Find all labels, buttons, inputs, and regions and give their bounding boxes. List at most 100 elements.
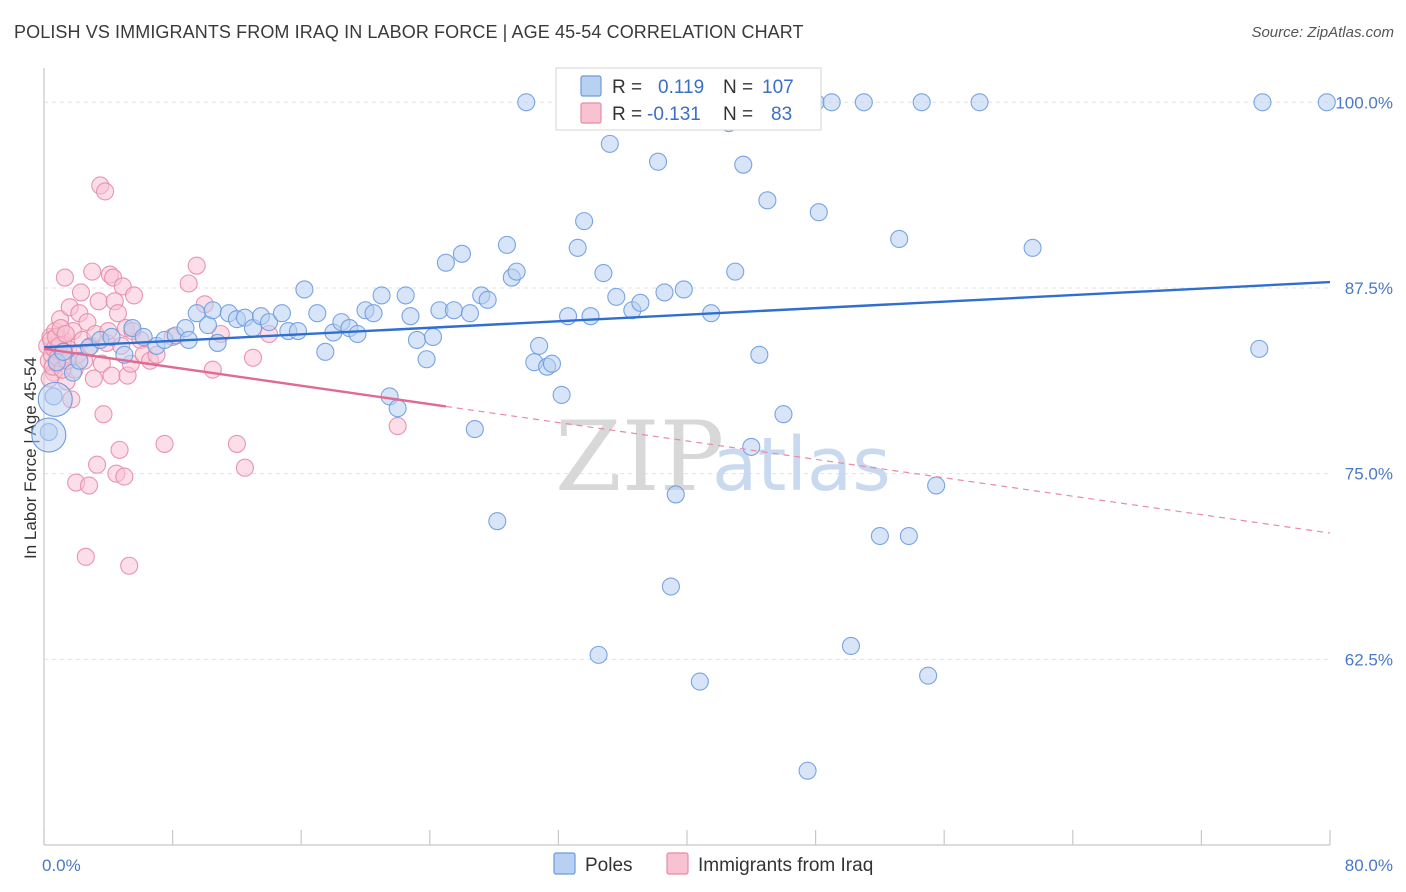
legend-swatch-poles	[580, 75, 602, 97]
poles-point-81	[690, 672, 709, 691]
y-axis-tick-labels: 100.0% 87.5% 75.0% 62.5%	[1335, 93, 1393, 669]
iraq-point-51	[120, 556, 139, 575]
poles-point-69	[600, 134, 619, 153]
bottom-legend-label-poles: Poles	[585, 855, 633, 876]
iraq-point-44	[108, 304, 127, 323]
poles-point-99	[890, 229, 909, 248]
bottom-legend-swatch-poles	[553, 852, 576, 875]
poles-point-70	[607, 287, 626, 306]
iraq-point-26	[79, 476, 99, 495]
poles-point-88	[750, 345, 769, 364]
poles-point-79	[674, 280, 693, 299]
poles-point-56	[507, 262, 526, 281]
poles-point-34	[348, 324, 367, 344]
poles-point-86	[734, 155, 753, 174]
poles-point-49	[460, 304, 480, 323]
bottom-legend-label-iraq: Immigrants from Iraq	[698, 855, 873, 876]
poles-point-101	[912, 93, 931, 112]
x-tick-label-1: 80.0%	[1345, 856, 1393, 875]
poles-point-97	[854, 93, 873, 112]
iraq-point-67	[235, 458, 254, 477]
iraq-point-62	[187, 256, 206, 275]
watermark-zip: ZIP	[555, 401, 724, 513]
poles-point-68	[594, 264, 613, 283]
iraq-point-48	[115, 467, 134, 486]
poles-point-28	[295, 280, 314, 299]
poles-point-37	[372, 286, 391, 305]
poles-point-105	[1023, 238, 1042, 257]
poles-point-87	[742, 437, 761, 456]
legend-r-value-poles: 0.119	[658, 77, 704, 98]
poles-point-95	[822, 93, 841, 112]
x-tick-label-0: 0.0%	[42, 856, 81, 875]
poles-point-47	[444, 301, 463, 320]
poles-point-48	[452, 244, 472, 263]
legend-n-label-iraq: N =	[723, 104, 753, 125]
poles-point-61	[542, 354, 562, 373]
iraq-point-31	[87, 455, 107, 474]
watermark: ZIP atlas	[555, 401, 891, 513]
y-tick-label-2: 75.0%	[1345, 465, 1393, 484]
chart-source: Source: ZipAtlas.com	[1251, 24, 1394, 41]
poles-point-40	[396, 286, 415, 305]
iraq-point-64	[203, 360, 222, 379]
poles-point-90	[774, 405, 793, 424]
poles-point-41	[401, 307, 420, 326]
poles-point-65	[575, 212, 594, 231]
poles-point-3	[70, 351, 89, 370]
poles-trend-line	[43, 280, 1331, 349]
iraq-point-29	[84, 369, 103, 388]
poles-point-30	[316, 342, 335, 361]
poles-point-98	[870, 526, 889, 546]
legend-r-value-iraq: -0.131	[647, 104, 701, 125]
poles-point-73	[631, 293, 650, 312]
iraq-point-40	[102, 366, 121, 385]
poles-point-54	[497, 235, 517, 254]
iraq-point-21	[71, 283, 91, 302]
poles-point-77	[661, 577, 680, 596]
poles-point-36	[364, 304, 383, 323]
poles-point-6	[102, 327, 121, 347]
iraq-point-70	[388, 417, 407, 436]
iraq-point-54	[124, 286, 144, 305]
poles-point-100	[899, 526, 918, 546]
x-axis-ticks	[43, 830, 1331, 845]
poles-point-85	[726, 262, 745, 281]
poles-point-94	[809, 203, 828, 222]
y-axis-label: In Labor Force | Age 45-54	[21, 357, 40, 559]
iraq-point-24	[76, 547, 95, 566]
poles-point-107	[1250, 339, 1269, 358]
iraq-trend-line-solid	[43, 347, 447, 408]
poles-point-27	[288, 321, 308, 341]
poles-point-76	[655, 283, 674, 302]
iraq-point-45	[110, 440, 129, 459]
iraq-point-61	[179, 274, 198, 293]
iraq-point-32	[89, 292, 108, 311]
poles-large-point-1	[31, 417, 67, 453]
iraq-point-81	[56, 324, 75, 344]
watermark-atlas: atlas	[712, 422, 891, 508]
poles-point-108	[1317, 93, 1336, 112]
poles-point-24	[259, 313, 279, 332]
poles-point-103	[927, 476, 946, 495]
legend-n-label-poles: N =	[723, 77, 753, 98]
poles-point-44	[423, 327, 443, 347]
chart-title: POLISH VS IMMIGRANTS FROM IRAQ IN LABOR …	[14, 22, 804, 42]
bottom-legend-swatch-iraq	[666, 852, 689, 875]
poles-point-43	[417, 350, 436, 369]
poles-point-42	[407, 330, 426, 350]
grid-lines	[44, 101, 1330, 660]
iraq-point-34	[92, 354, 111, 373]
poles-point-17	[203, 301, 222, 320]
poles-point-50	[465, 420, 484, 439]
poles-point-96	[841, 636, 861, 656]
legend-n-value-poles: 107	[762, 77, 794, 98]
iraq-trend-line-dashed	[445, 405, 1331, 534]
legend-n-value-iraq: 83	[771, 104, 792, 125]
y-tick-label-0: 100.0%	[1335, 93, 1393, 112]
poles-point-62	[552, 385, 571, 404]
poles-point-102	[919, 666, 938, 685]
legend-r-label-poles: R =	[612, 77, 642, 98]
poles-large-point-0	[37, 381, 73, 417]
